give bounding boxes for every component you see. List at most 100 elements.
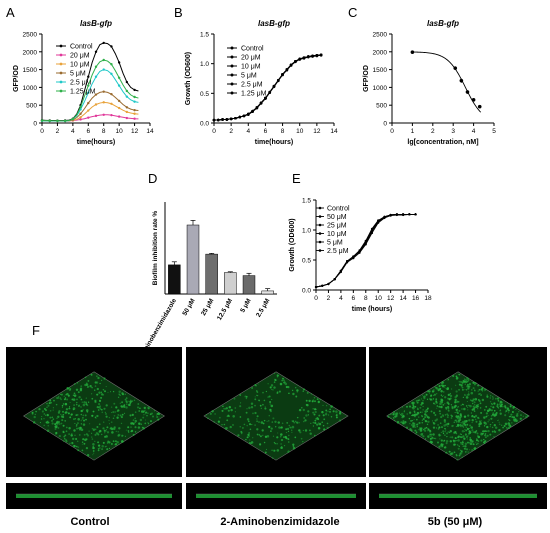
chart-a-axes: 0 500 1000 1500 2000 2500 0 2 4 6 8 10 12 14 time(hour… xyxy=(13,19,154,146)
micrograph-cell-cluster xyxy=(493,414,496,417)
micrograph-cell-cluster xyxy=(447,408,450,410)
micrograph-cell-cluster xyxy=(128,403,131,407)
micrograph-cell-cluster xyxy=(423,428,425,431)
micrograph-cell-cluster xyxy=(291,429,293,431)
chart-b-xlabel: time(hours) xyxy=(255,139,294,146)
micrograph-cell-cluster xyxy=(49,409,52,412)
micrograph-cell-cluster xyxy=(424,416,427,419)
micrograph-cell-cluster xyxy=(450,404,453,406)
micrograph-cell-cluster xyxy=(411,414,413,417)
micrograph-cell-cluster xyxy=(80,420,82,422)
micrograph-cell-cluster xyxy=(442,430,445,433)
micrograph-cell-cluster xyxy=(507,422,511,425)
micrograph-cell-cluster xyxy=(414,415,416,418)
micrograph-cell-cluster xyxy=(330,405,333,408)
micrograph-cell-cluster xyxy=(419,427,422,430)
micrograph-cell-cluster xyxy=(400,412,404,416)
micrograph-cell-cluster xyxy=(485,430,488,433)
micrograph-cell-cluster xyxy=(479,422,483,425)
micrograph-cell-cluster xyxy=(263,399,266,402)
chart-b-xtick-label: 14 xyxy=(330,128,338,135)
micrograph-cell-cluster xyxy=(129,414,132,417)
micrograph-cell-cluster xyxy=(100,393,104,396)
micrograph-cell-cluster xyxy=(317,426,321,430)
micrograph-cell-cluster xyxy=(110,427,114,431)
micrograph-cell-cluster xyxy=(281,422,284,425)
micrograph-cell-cluster xyxy=(262,434,264,436)
micrograph-cell-cluster xyxy=(96,414,99,418)
micrograph-cell-cluster xyxy=(280,446,283,448)
micrograph-cell-cluster xyxy=(460,436,463,439)
micrograph-cell-cluster xyxy=(512,416,516,419)
micrograph-cell-cluster xyxy=(44,414,47,416)
micrograph-cell-cluster xyxy=(415,433,417,435)
micrograph-cell-cluster xyxy=(256,394,258,396)
micrograph-cell-cluster xyxy=(72,437,75,441)
micrograph-cell-cluster xyxy=(441,384,445,388)
micrograph-cell-cluster xyxy=(64,397,67,399)
micrograph-cell-cluster xyxy=(35,410,37,413)
micrograph-cell-cluster xyxy=(49,416,52,419)
micrograph-cell-cluster xyxy=(307,410,310,413)
micrograph-cell-cluster xyxy=(322,404,324,406)
micrograph-cell-cluster xyxy=(490,417,493,420)
micrograph-cell-cluster xyxy=(477,390,479,392)
micrograph-cell-cluster xyxy=(260,407,262,409)
micrograph-cell-cluster xyxy=(471,440,474,443)
chart-b-point xyxy=(319,53,323,57)
micrograph-cell-cluster xyxy=(85,433,88,436)
chart-b-point xyxy=(216,118,220,122)
micrograph-cell-cluster xyxy=(509,425,512,428)
micrograph-cell-cluster xyxy=(457,400,459,403)
micrograph-cell-cluster xyxy=(480,388,483,391)
micrograph-cell-cluster xyxy=(116,441,119,444)
micrograph-cell-cluster xyxy=(46,402,48,405)
micrograph-cell-cluster xyxy=(80,385,83,388)
micrograph-cell-cluster xyxy=(471,399,474,402)
micrograph-cell-cluster xyxy=(437,428,440,430)
micrograph-cell-cluster xyxy=(329,410,331,413)
micrograph-cell-cluster xyxy=(471,429,474,432)
micrograph-cell-cluster xyxy=(47,404,50,407)
micrograph-cell-cluster xyxy=(420,403,423,406)
micrograph-cell-cluster xyxy=(489,426,491,428)
chart-a-point xyxy=(133,88,136,92)
micrograph-cell-cluster xyxy=(280,433,283,436)
micrograph-cell-cluster xyxy=(125,401,128,404)
micrograph-cell-cluster xyxy=(450,452,453,455)
micrograph-cell-cluster xyxy=(485,412,489,415)
micrograph-cell-cluster xyxy=(97,447,100,450)
micrograph-cell-cluster xyxy=(106,431,110,434)
chart-c-point xyxy=(453,66,458,70)
micrograph-cell-cluster xyxy=(460,426,462,428)
chart-e-ytick-label: 1.0 xyxy=(302,228,311,235)
micrograph-cell-cluster xyxy=(483,442,486,445)
micrograph-cell-cluster xyxy=(505,426,507,428)
micrograph-cell-cluster xyxy=(112,440,115,443)
chart-e-point xyxy=(370,229,374,232)
micrograph-cell-cluster xyxy=(103,407,106,410)
micrograph-cell-cluster xyxy=(239,426,241,428)
micrograph-cell-cluster xyxy=(433,402,435,405)
micrograph-cell-cluster xyxy=(304,419,307,422)
micrograph-cell-cluster xyxy=(296,389,299,392)
micrograph-cell-cluster xyxy=(461,429,465,433)
micrograph-cell-cluster xyxy=(109,391,112,393)
micrograph-cell-cluster xyxy=(72,398,76,401)
micrograph-cell-cluster xyxy=(287,450,290,453)
micrograph-cell-cluster xyxy=(112,411,115,414)
micrograph-cell-cluster xyxy=(305,399,308,402)
micrograph-cell-cluster xyxy=(276,436,279,439)
chart-a-xtick-label: 8 xyxy=(102,128,106,135)
micrograph-cell-cluster xyxy=(68,433,70,435)
micrograph-cell-cluster xyxy=(474,414,478,418)
micrograph-cell-cluster xyxy=(479,407,482,409)
micrograph-cell-cluster xyxy=(81,416,84,419)
micrograph-cell-cluster xyxy=(145,411,148,414)
micrograph-cell-cluster xyxy=(96,405,99,409)
micrograph-cell-cluster xyxy=(128,400,130,402)
chart-a-legend-marker xyxy=(59,44,63,48)
micrograph-cell-cluster xyxy=(298,429,301,432)
micrograph-cell-cluster xyxy=(469,449,471,451)
micrograph-cell-cluster xyxy=(88,430,90,432)
